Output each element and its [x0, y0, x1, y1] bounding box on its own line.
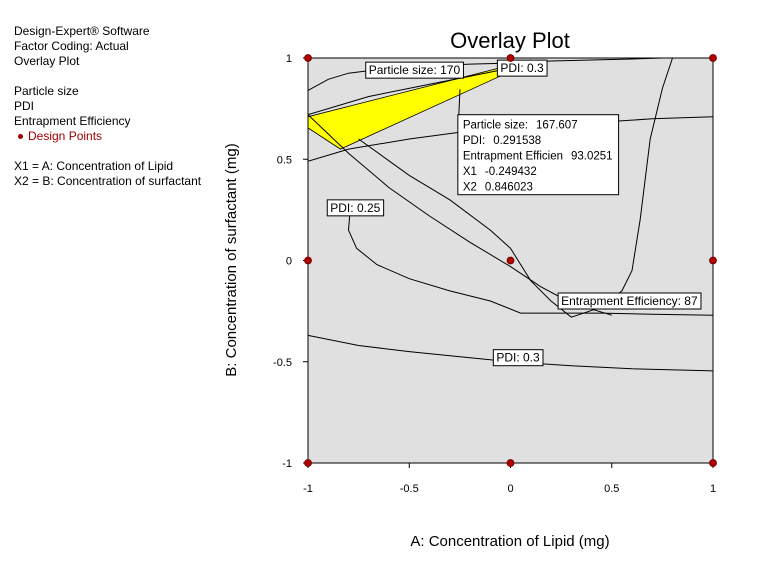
chart-title: Overlay Plot [450, 28, 570, 53]
contour-label-text: Particle size: 170 [369, 63, 461, 77]
design-point [304, 459, 312, 467]
flag-row-label: X1 [463, 166, 477, 178]
y-tick-label: 0.5 [277, 154, 292, 166]
contour-label-text: PDI: 0.3 [500, 61, 544, 75]
flag-row-value: 167.607 [536, 120, 578, 132]
y-tick-label: 1 [286, 53, 292, 65]
response-pdi: PDI [14, 99, 35, 113]
software-name: Design-Expert® Software [14, 24, 150, 38]
contour-line-6 [308, 334, 713, 372]
design-point [709, 256, 717, 265]
flag-row-value: 0.291538 [493, 135, 541, 147]
contour-label: Particle size: 170 [365, 61, 464, 79]
design-point [506, 459, 515, 467]
x-tick-label: 0.5 [604, 483, 619, 495]
flag-row-label: PDI: [463, 135, 485, 147]
contour-line-4 [347, 205, 713, 316]
design-point-icon [18, 133, 23, 139]
contour-label: PDI: 0.3 [492, 349, 544, 367]
x-tick-label: 1 [710, 483, 716, 495]
flag-row-label: Particle size: [463, 120, 528, 132]
y-tick-label: 0 [286, 256, 292, 268]
contour-line-5 [358, 58, 673, 318]
contour-label-text: PDI: 0.3 [496, 351, 540, 365]
plot-kind: Overlay Plot [14, 54, 80, 68]
design-point [304, 256, 312, 265]
contour-line-0 [308, 58, 663, 91]
design-point [506, 54, 515, 62]
flag-row-label: X2 [463, 182, 477, 194]
feasible-region [308, 59, 531, 150]
contour-label: Entrapment Efficiency: 87 [557, 292, 702, 310]
y-axis-label: B: Concentration of surfactant (mg) [223, 143, 240, 376]
response-entrapment: Entrapment Efficiency [14, 114, 131, 128]
x-tick-label: 0 [507, 483, 513, 495]
design-point [304, 54, 312, 62]
flag-row-value: 93.0251 [571, 151, 613, 163]
design-point [506, 256, 515, 265]
flag-pointer [458, 89, 461, 115]
contour-label: PDI: 0.3 [496, 59, 548, 77]
y-tick-label: -0.5 [273, 357, 292, 369]
design-point [709, 459, 717, 467]
info-panel: Design-Expert® Software Factor Coding: A… [14, 24, 201, 189]
y-tick-label: -1 [282, 458, 292, 470]
contour-label: PDI: 0.25 [326, 199, 385, 217]
x-axis-label: A: Concentration of Lipid (mg) [410, 533, 609, 550]
design-points-legend: Design Points [14, 129, 201, 144]
flag-row-value: 0.846023 [485, 182, 533, 194]
flag-row-value: -0.249432 [485, 166, 537, 178]
factor-coding: Factor Coding: Actual [14, 39, 129, 53]
flag-box [457, 114, 620, 196]
contour-labels: Particle size: 170 PDI: 0.3 PDI: 0.25 Entra… [326, 59, 702, 367]
x-tick-label: -0.5 [400, 483, 419, 495]
prediction-flag: Particle size: 167.607 PDI: 0.291538 Entrapm… [457, 89, 620, 196]
design-points-label: Design Points [28, 129, 103, 143]
design-point [709, 54, 717, 62]
contour-label-text: Entrapment Efficiency: 87 [561, 294, 698, 308]
axis-ticks: -1 -0.5 0 0.5 1 -1 -0.5 0 0.5 1 [273, 53, 716, 495]
x-tick-label: -1 [303, 483, 313, 495]
factor-x1: X1 = A: Concentration of Lipid [14, 159, 174, 173]
flag-row-label: Entrapment Efficien [463, 151, 563, 163]
factor-x2: X2 = B: Concentration of surfactant [14, 174, 202, 188]
design-points [304, 54, 717, 467]
response-particle-size: Particle size [14, 84, 79, 98]
contour-label-text: PDI: 0.25 [330, 201, 380, 215]
